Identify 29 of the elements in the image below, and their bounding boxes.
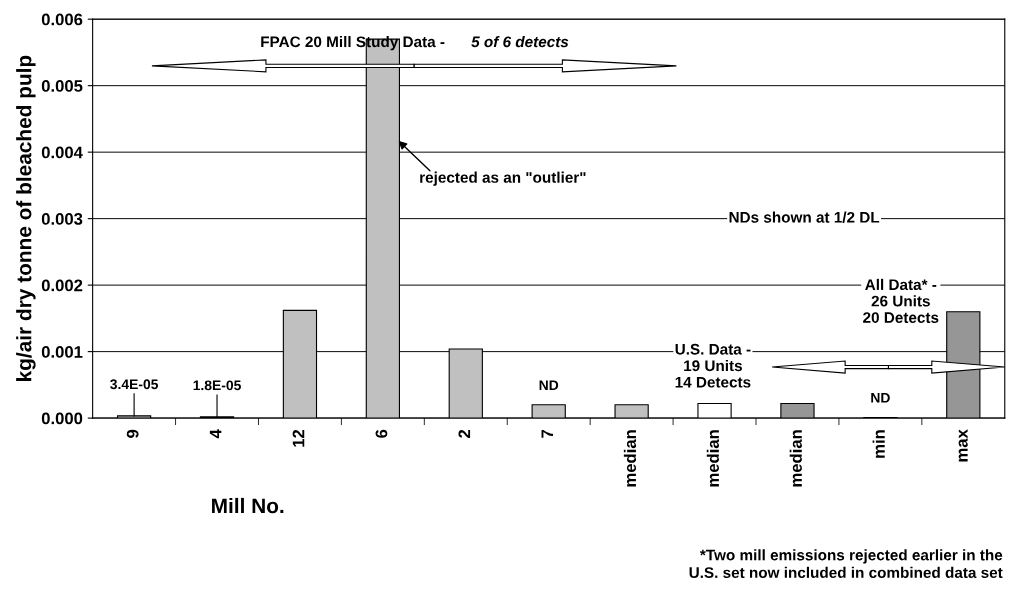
text: *Two mill emissions rejected earlier in the U.S. set now included in combined data set [689, 549, 1003, 579]
annotation: All Data* - 26 Units 20 Detects [863, 278, 939, 323]
y-tick-label: 0.002 [41, 279, 83, 292]
data-label: ND [871, 393, 890, 403]
y-tick-label: 0.006 [41, 13, 83, 26]
x-tick-label: 2 [458, 429, 471, 438]
x-tick-label: 4 [209, 429, 222, 439]
annotation: NDs shown at 1/2 DL [729, 211, 880, 223]
x-tick-label: 9 [126, 429, 139, 438]
y-tick-label: 0.000 [41, 412, 83, 425]
data-label: 3.4E-05 [110, 379, 159, 390]
y-axis-title: kg/air dry tonne of bleached pulp [16, 55, 36, 381]
y-tick-label: 0.005 [41, 80, 83, 92]
x-tick-label: max [958, 429, 968, 462]
data-label: ND [539, 380, 559, 390]
annotation: rejected as an "outlier" [420, 171, 586, 186]
y-tick-label: 0.003 [41, 213, 83, 225]
y-tick-label: 0.001 [41, 346, 83, 358]
x-axis-title: Mill No. [212, 497, 284, 514]
x-tick-label: min [872, 430, 885, 458]
x-tick-label: 12 [292, 429, 305, 447]
x-tick-label: median [623, 430, 637, 487]
annotation: U.S. Data - 19 Units 14 Detects [675, 343, 751, 388]
x-tick-label: median [789, 430, 802, 487]
x-tick-label: median [706, 430, 720, 487]
data-label: 1.8E-05 [193, 380, 241, 391]
y-tick-label: 0.004 [41, 146, 83, 159]
x-tick-label: 7 [541, 429, 554, 438]
x-tick-label: 6 [375, 429, 388, 438]
